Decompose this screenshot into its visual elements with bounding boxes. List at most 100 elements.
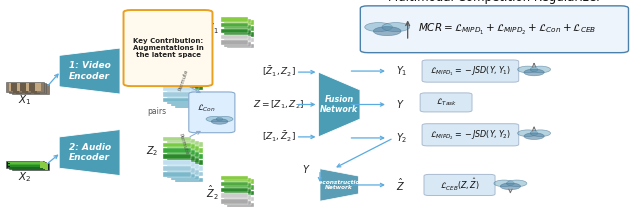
Bar (171, 101, 199, 106)
Bar (175, 68, 203, 73)
FancyBboxPatch shape (31, 84, 37, 93)
Bar (163, 98, 191, 102)
Bar (224, 189, 251, 194)
FancyBboxPatch shape (10, 166, 45, 167)
Bar (224, 36, 251, 41)
Bar (224, 201, 251, 205)
Bar (171, 66, 199, 71)
Text: $Y_1$: $Y_1$ (396, 64, 407, 78)
FancyBboxPatch shape (40, 161, 43, 168)
Bar (167, 88, 195, 93)
Bar (175, 92, 203, 96)
Bar (227, 185, 254, 190)
Bar (175, 103, 203, 108)
Text: Permute: Permute (178, 68, 189, 91)
Bar (224, 177, 251, 182)
FancyBboxPatch shape (13, 84, 19, 93)
Bar (163, 172, 191, 177)
Bar (175, 154, 203, 159)
Circle shape (518, 66, 538, 73)
Bar (167, 82, 195, 87)
Bar (221, 29, 248, 33)
FancyBboxPatch shape (10, 163, 45, 164)
Bar (163, 74, 191, 79)
FancyBboxPatch shape (9, 83, 46, 93)
Text: $Y_2$: $Y_2$ (396, 131, 407, 145)
FancyBboxPatch shape (45, 163, 48, 170)
Bar (224, 19, 251, 23)
Bar (175, 177, 203, 182)
Polygon shape (60, 130, 120, 176)
Bar (167, 76, 195, 81)
FancyBboxPatch shape (13, 169, 47, 170)
Circle shape (531, 130, 550, 136)
FancyBboxPatch shape (8, 167, 42, 168)
Bar (224, 183, 251, 188)
Text: $\hat{Z}_2$: $\hat{Z}_2$ (206, 184, 219, 202)
Text: Fusion
Network: Fusion Network (320, 95, 358, 114)
Bar (167, 139, 195, 143)
Text: $Y$: $Y$ (301, 163, 310, 175)
FancyBboxPatch shape (8, 162, 42, 163)
Bar (163, 166, 191, 171)
FancyBboxPatch shape (422, 60, 519, 82)
Circle shape (531, 66, 550, 73)
Bar (227, 32, 254, 37)
Text: $X_2$: $X_2$ (18, 170, 31, 184)
FancyBboxPatch shape (9, 162, 46, 169)
Bar (221, 182, 248, 186)
Circle shape (206, 116, 223, 122)
Bar (171, 158, 199, 163)
Text: $X_1$: $X_1$ (17, 93, 31, 107)
Text: Permute: Permute (178, 132, 189, 155)
Bar (221, 34, 248, 39)
Bar (221, 17, 248, 22)
Bar (163, 137, 191, 141)
FancyBboxPatch shape (13, 167, 47, 168)
Bar (167, 64, 195, 69)
FancyBboxPatch shape (10, 168, 45, 169)
FancyBboxPatch shape (8, 164, 42, 165)
Text: $[Z_1, \bar{Z}_2]$: $[Z_1, \bar{Z}_2]$ (262, 130, 295, 144)
Bar (167, 174, 195, 178)
Bar (175, 80, 203, 85)
Bar (227, 203, 254, 207)
FancyBboxPatch shape (124, 10, 212, 86)
Bar (171, 96, 199, 100)
Bar (221, 199, 248, 204)
Text: $Z_2$: $Z_2$ (147, 145, 159, 158)
FancyBboxPatch shape (25, 85, 31, 94)
Bar (163, 92, 191, 97)
Bar (175, 97, 203, 102)
Bar (175, 74, 203, 79)
FancyBboxPatch shape (424, 174, 495, 196)
Circle shape (373, 27, 401, 36)
FancyBboxPatch shape (11, 83, 17, 91)
FancyBboxPatch shape (12, 84, 49, 94)
FancyBboxPatch shape (13, 164, 47, 166)
Circle shape (518, 130, 538, 136)
FancyBboxPatch shape (8, 165, 42, 166)
Circle shape (365, 23, 392, 32)
Bar (163, 160, 191, 165)
Bar (167, 70, 195, 75)
Bar (171, 84, 199, 89)
Bar (221, 176, 248, 180)
Bar (163, 86, 191, 91)
Circle shape (524, 69, 544, 76)
FancyBboxPatch shape (420, 93, 472, 112)
Bar (175, 86, 203, 90)
Text: Key Contribution:
Augmentations in
the latent space: Key Contribution: Augmentations in the l… (132, 38, 204, 58)
Text: $[\bar{Z}_1, Z_2]$: $[\bar{Z}_1, Z_2]$ (262, 65, 295, 79)
Bar (167, 150, 195, 155)
Bar (163, 62, 191, 67)
FancyBboxPatch shape (34, 85, 40, 94)
Text: $Y$: $Y$ (396, 98, 404, 111)
Bar (227, 38, 254, 42)
FancyBboxPatch shape (13, 166, 47, 167)
FancyBboxPatch shape (16, 85, 22, 94)
Bar (171, 90, 199, 94)
Bar (224, 42, 251, 47)
Text: $\hat{Z}$: $\hat{Z}$ (396, 177, 404, 193)
FancyBboxPatch shape (14, 85, 46, 94)
